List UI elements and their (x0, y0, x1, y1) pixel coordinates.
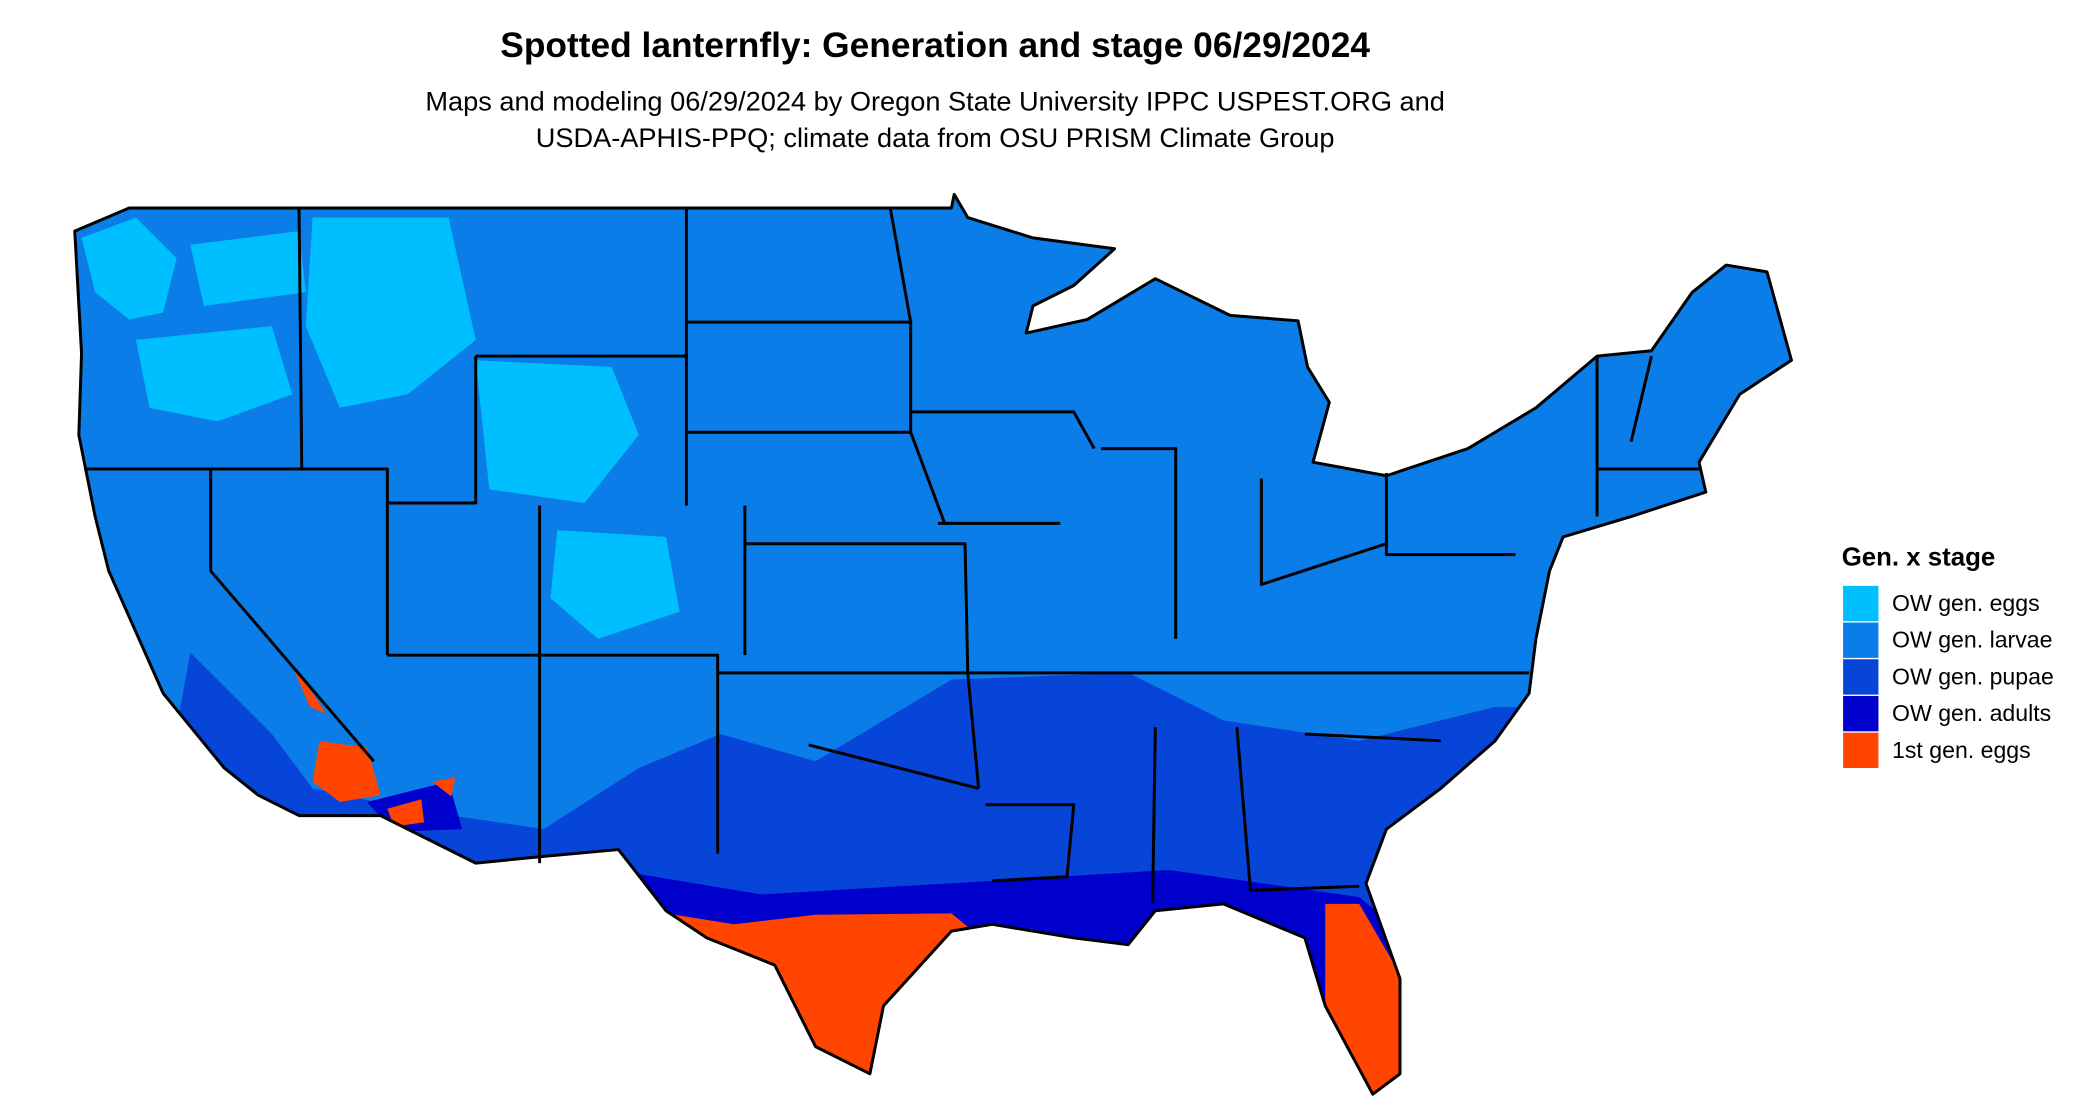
legend-label: 1st gen. eggs (1892, 737, 2031, 763)
legend-swatch (1843, 585, 1879, 622)
region-eggs (81, 217, 680, 639)
legend: OW gen. eggs OW gen. larvae OW gen. pupae O… (1843, 585, 2054, 768)
legend-label: OW gen. adults (1892, 700, 2051, 726)
state-borders (73, 192, 1793, 1096)
region-larvae (74, 194, 1792, 1095)
legend-label: OW gen. larvae (1892, 627, 2052, 653)
legend-label: OW gen. pupae (1892, 663, 2054, 689)
subtitle-line: USDA-APHIS-PPQ; climate data from OSU PR… (536, 122, 1335, 153)
map-title: Spotted lanternfly: Generation and stage… (500, 26, 1370, 65)
legend-swatch (1843, 622, 1879, 658)
legend-title: Gen. x stage (1842, 544, 1996, 572)
legend-swatch (1843, 732, 1879, 768)
legend-swatch (1843, 695, 1879, 732)
legend-swatch (1843, 659, 1879, 695)
region-first-gen-eggs (292, 666, 1403, 1095)
legend-label: OW gen. eggs (1892, 590, 2040, 616)
subtitle-line: Maps and modeling 06/29/2024 by Oregon S… (425, 86, 1444, 117)
map-regions (74, 194, 1792, 1095)
